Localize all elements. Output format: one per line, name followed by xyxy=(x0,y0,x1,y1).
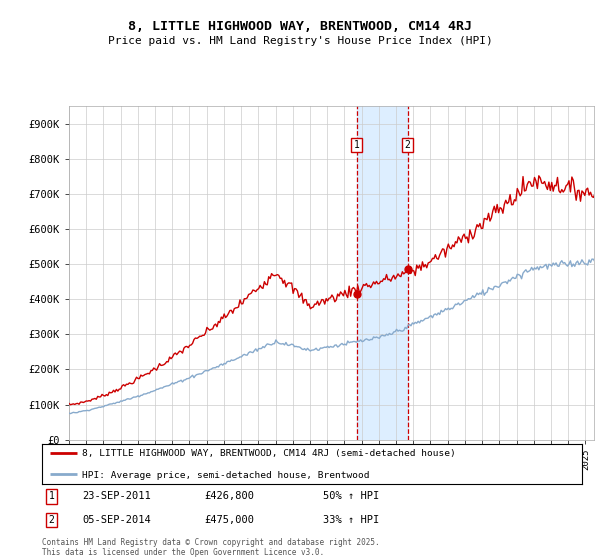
Text: Contains HM Land Registry data © Crown copyright and database right 2025.
This d: Contains HM Land Registry data © Crown c… xyxy=(42,538,380,557)
Bar xyxy=(357,106,407,440)
Text: 2: 2 xyxy=(404,140,410,150)
Text: Price paid vs. HM Land Registry's House Price Index (HPI): Price paid vs. HM Land Registry's House … xyxy=(107,36,493,46)
Text: £475,000: £475,000 xyxy=(204,515,254,525)
Text: 1: 1 xyxy=(354,140,360,150)
Text: 2: 2 xyxy=(49,515,55,525)
Text: 05-SEP-2014: 05-SEP-2014 xyxy=(83,515,151,525)
Text: £426,800: £426,800 xyxy=(204,492,254,501)
Text: 50% ↑ HPI: 50% ↑ HPI xyxy=(323,492,379,501)
Text: 1: 1 xyxy=(49,492,55,501)
Text: 33% ↑ HPI: 33% ↑ HPI xyxy=(323,515,379,525)
Text: 8, LITTLE HIGHWOOD WAY, BRENTWOOD, CM14 4RJ: 8, LITTLE HIGHWOOD WAY, BRENTWOOD, CM14 … xyxy=(128,20,472,32)
Text: 23-SEP-2011: 23-SEP-2011 xyxy=(83,492,151,501)
Text: HPI: Average price, semi-detached house, Brentwood: HPI: Average price, semi-detached house,… xyxy=(83,470,370,479)
Text: 8, LITTLE HIGHWOOD WAY, BRENTWOOD, CM14 4RJ (semi-detached house): 8, LITTLE HIGHWOOD WAY, BRENTWOOD, CM14 … xyxy=(83,449,456,458)
